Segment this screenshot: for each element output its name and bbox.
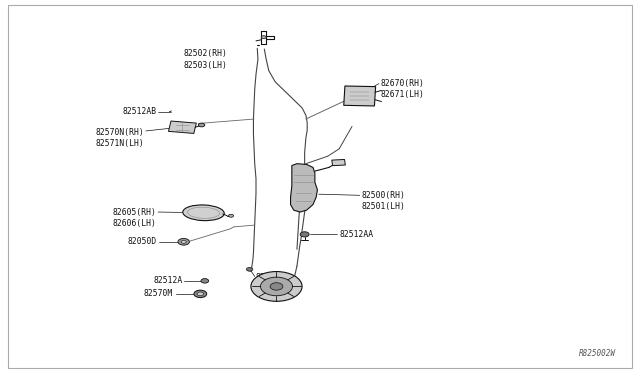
Text: 82605(RH): 82605(RH) xyxy=(113,208,157,217)
Polygon shape xyxy=(344,86,376,106)
Circle shape xyxy=(197,292,204,296)
Text: 82512AB: 82512AB xyxy=(123,107,157,116)
Circle shape xyxy=(194,290,207,298)
Text: 82502(RH): 82502(RH) xyxy=(183,49,227,58)
Circle shape xyxy=(260,277,292,296)
Text: 82670(RH): 82670(RH) xyxy=(381,79,425,88)
Text: 82512AC: 82512AC xyxy=(256,273,290,282)
Ellipse shape xyxy=(183,205,224,221)
Text: 82570M: 82570M xyxy=(143,289,173,298)
Text: 82571N(LH): 82571N(LH) xyxy=(95,139,144,148)
Text: 82503(LH): 82503(LH) xyxy=(183,61,227,70)
Circle shape xyxy=(251,272,302,301)
Circle shape xyxy=(246,267,253,271)
Polygon shape xyxy=(291,164,317,212)
Circle shape xyxy=(178,238,189,245)
Circle shape xyxy=(261,36,266,39)
Circle shape xyxy=(228,214,234,217)
Text: 82606(LH): 82606(LH) xyxy=(113,219,157,228)
Polygon shape xyxy=(168,121,196,134)
Circle shape xyxy=(198,123,205,127)
Text: R825002W: R825002W xyxy=(579,349,616,358)
Text: 82512AA: 82512AA xyxy=(339,230,373,239)
Text: 82500(RH): 82500(RH) xyxy=(362,191,406,200)
Text: 82671(LH): 82671(LH) xyxy=(381,90,425,99)
Polygon shape xyxy=(332,160,346,166)
Text: 82501(LH): 82501(LH) xyxy=(362,202,406,211)
Circle shape xyxy=(300,232,309,237)
Circle shape xyxy=(201,279,209,283)
Text: 82570N(RH): 82570N(RH) xyxy=(95,128,144,137)
Text: 82050D: 82050D xyxy=(127,237,157,246)
Text: 82512A: 82512A xyxy=(153,276,182,285)
Circle shape xyxy=(270,283,283,290)
Circle shape xyxy=(181,240,186,243)
